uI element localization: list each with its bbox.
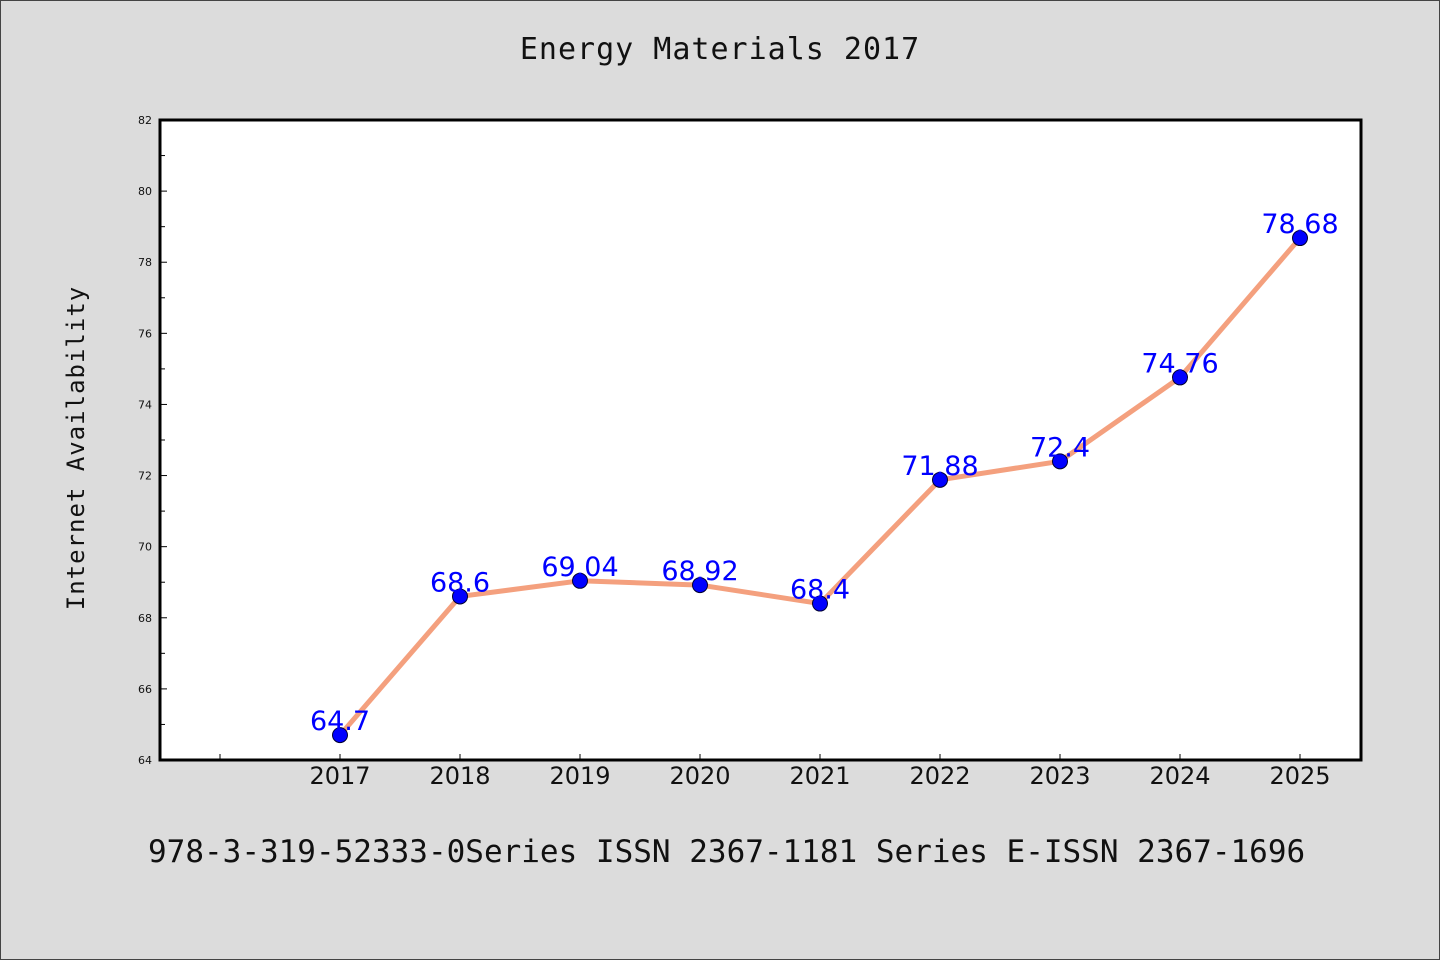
data-point-marker	[1172, 369, 1188, 386]
y-tick-label: 64	[138, 754, 152, 767]
data-label: 78.68	[1261, 209, 1338, 240]
y-tick-label: 70	[138, 541, 152, 554]
x-tick-label: 2022	[909, 762, 970, 790]
data-label: 64.7	[310, 706, 370, 737]
y-tick-label: 72	[138, 470, 152, 483]
plot-area	[158, 118, 1363, 762]
y-tick-label: 78	[138, 256, 152, 269]
data-point-marker	[932, 471, 948, 488]
x-tick-label: 2019	[549, 762, 610, 790]
data-label: 74.76	[1141, 348, 1218, 379]
y-tick-label: 82	[138, 114, 152, 127]
data-label: 71.88	[901, 451, 978, 482]
data-point-marker	[812, 595, 828, 612]
data-point-marker	[1292, 230, 1308, 247]
y-tick-label: 76	[138, 327, 152, 340]
x-tick-label: 2021	[789, 762, 850, 790]
data-point-marker	[1052, 453, 1068, 470]
y-axis-ticks: 64 66 68 70 72 74 76 78 80 82	[138, 114, 167, 767]
data-point-marker	[452, 588, 468, 605]
x-tick-label: 2023	[1029, 762, 1090, 790]
x-tick-label: 2025	[1269, 762, 1330, 790]
x-tick-label: 2017	[309, 762, 370, 790]
y-tick-label: 68	[138, 612, 152, 625]
y-tick-label: 80	[138, 185, 152, 198]
data-label: 69.04	[541, 552, 618, 583]
data-point-marker	[692, 577, 708, 594]
data-markers	[332, 230, 1308, 744]
data-label: 72.4	[1030, 432, 1090, 463]
data-labels: 64.7 68.6 69.04 68.92 68.4 71.88 72.4 74.76 78.6…	[310, 209, 1339, 737]
data-point-marker	[332, 727, 348, 744]
footer-isbn-text: 978-3-319-52333-0Series ISSN 2367-1181 S…	[148, 834, 1306, 870]
chart-title: Energy Materials 2017	[519, 32, 921, 67]
data-label: 68.4	[790, 575, 850, 606]
x-tick-label: 2024	[1149, 762, 1210, 790]
y-tick-label: 66	[138, 683, 152, 696]
x-tick-label: 2018	[429, 762, 490, 790]
data-label: 68.6	[430, 567, 490, 598]
x-tick-label: 2020	[669, 762, 730, 790]
y-tick-label: 74	[138, 398, 152, 411]
x-axis-ticks: 2017 2018 2019 2020 2021 2022 2023 2024 2025	[219, 754, 1331, 790]
y-axis-label: Internet Availability	[62, 286, 90, 610]
data-label: 68.92	[661, 556, 738, 587]
data-point-marker	[572, 572, 588, 589]
